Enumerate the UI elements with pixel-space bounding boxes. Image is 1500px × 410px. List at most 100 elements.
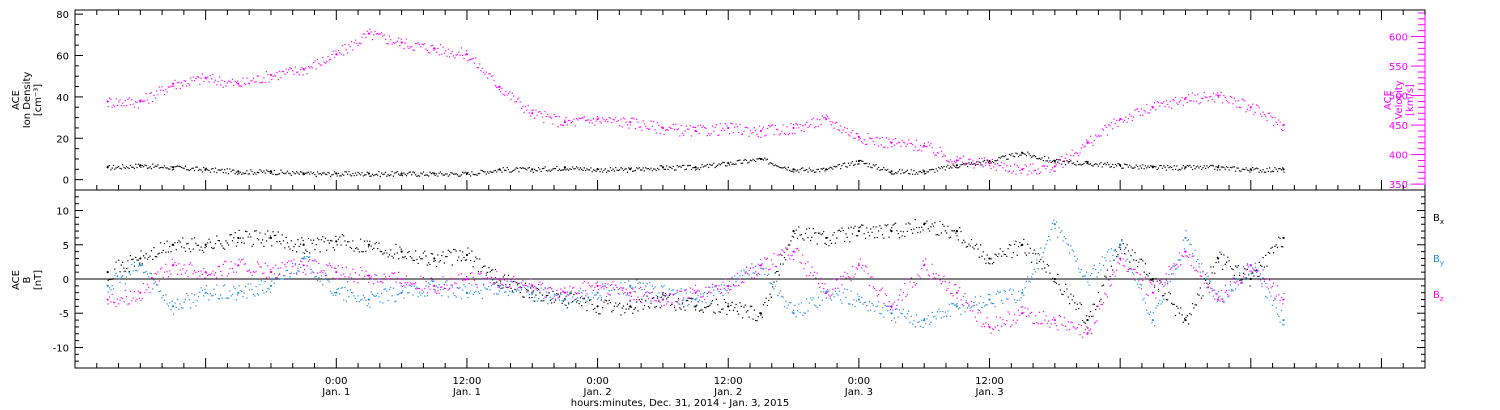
data-point (1254, 262, 1256, 264)
data-point (731, 163, 733, 165)
data-point (603, 288, 605, 290)
data-point (619, 302, 621, 304)
data-point (1061, 230, 1063, 232)
data-point (608, 290, 610, 292)
data-point (265, 71, 268, 73)
data-point (872, 140, 874, 142)
data-point (152, 258, 154, 260)
data-point (267, 170, 269, 172)
axis-label-line: [km/s] (1405, 84, 1416, 116)
data-point (371, 173, 374, 175)
data-point (225, 172, 227, 174)
data-point (1218, 261, 1220, 263)
data-point (463, 172, 465, 174)
data-point (795, 248, 797, 250)
data-point (411, 283, 413, 285)
data-point (1273, 300, 1275, 302)
data-point (655, 132, 657, 134)
data-point (569, 168, 571, 170)
data-point (810, 169, 812, 171)
anchor-point (661, 166, 665, 169)
data-point (413, 283, 415, 285)
data-point (365, 174, 367, 176)
data-point (577, 119, 579, 121)
data-point (398, 173, 400, 175)
data-point (182, 307, 184, 309)
data-point (394, 172, 396, 174)
data-point (1020, 172, 1022, 174)
data-point (832, 288, 834, 290)
data-point (1173, 265, 1175, 267)
data-point (982, 166, 984, 168)
data-point (392, 257, 394, 259)
data-point (1159, 299, 1161, 301)
data-point (401, 175, 404, 177)
data-point (328, 59, 330, 61)
data-point (254, 230, 256, 232)
data-point (1135, 278, 1137, 280)
data-point (604, 168, 606, 170)
data-point (685, 168, 687, 170)
data-point (926, 318, 928, 320)
data-point (242, 258, 244, 260)
data-point (518, 97, 520, 99)
data-point (926, 220, 928, 222)
data-point (524, 106, 527, 108)
data-point (246, 170, 248, 172)
data-point (866, 227, 868, 229)
data-point (425, 285, 427, 287)
data-point (264, 172, 266, 174)
data-point (1246, 169, 1249, 171)
data-point (425, 174, 427, 176)
data-point (980, 244, 982, 246)
data-point (942, 156, 944, 158)
data-point (782, 167, 784, 169)
data-point (1135, 271, 1137, 273)
data-point (472, 57, 474, 60)
data-point (1236, 266, 1238, 268)
data-point (791, 170, 793, 172)
data-point (795, 229, 797, 231)
data-point (1036, 157, 1038, 160)
data-point (658, 299, 660, 301)
data-point (1165, 298, 1167, 301)
data-point (429, 283, 431, 285)
data-point (885, 225, 888, 227)
data-point (735, 285, 737, 287)
data-point (432, 279, 434, 281)
data-point (255, 270, 257, 272)
data-point (834, 166, 837, 168)
data-point (163, 165, 166, 167)
data-point (539, 281, 541, 283)
data-point (295, 272, 298, 274)
data-point (388, 175, 391, 177)
data-point (442, 276, 444, 278)
anchor-point (1119, 164, 1122, 167)
data-point (290, 272, 292, 274)
data-point (571, 301, 574, 303)
data-point (925, 258, 927, 260)
data-point (492, 269, 494, 271)
data-point (1067, 161, 1069, 163)
data-point (271, 172, 273, 174)
data-point (955, 166, 957, 168)
data-point (220, 294, 222, 296)
data-point (426, 264, 428, 266)
data-point (358, 274, 360, 276)
data-point (127, 267, 129, 269)
data-point (1231, 288, 1233, 290)
data-point (1237, 167, 1239, 169)
data-point (581, 292, 583, 294)
data-point (679, 307, 681, 309)
data-point (636, 167, 638, 169)
data-point (649, 169, 651, 171)
data-point (734, 163, 736, 166)
data-point (743, 159, 745, 162)
data-point (165, 294, 167, 296)
data-point (1108, 279, 1110, 281)
data-point (675, 123, 677, 125)
data-point (428, 52, 430, 54)
data-point (855, 235, 857, 237)
data-point (997, 324, 999, 327)
